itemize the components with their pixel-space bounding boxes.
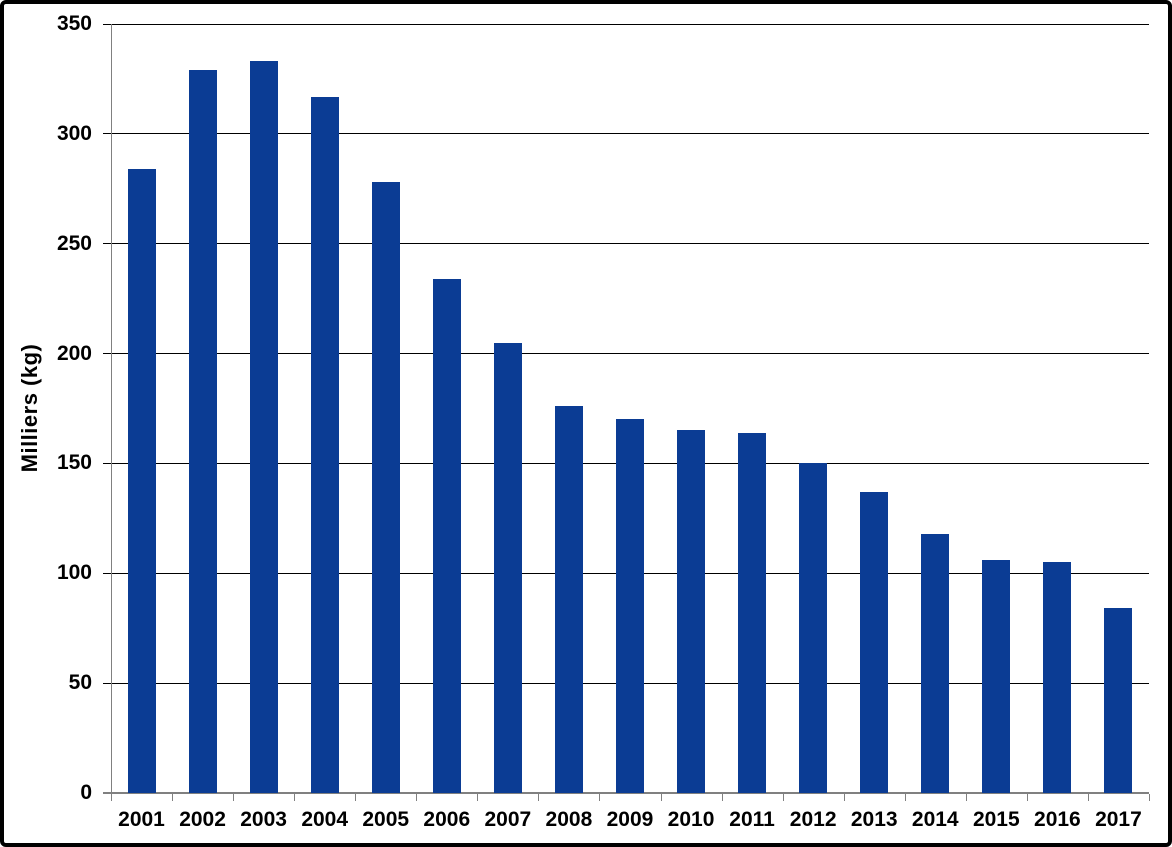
x-tick-label: 2012	[789, 808, 837, 831]
x-tick-mark	[782, 794, 784, 801]
bar-2014	[921, 533, 950, 793]
bar-2011	[738, 432, 767, 793]
x-tick-label: 2002	[179, 808, 226, 831]
x-tick-mark	[1026, 794, 1028, 801]
x-tick-mark	[294, 794, 296, 801]
bar-2016	[1043, 562, 1072, 793]
gridline-250	[103, 243, 1149, 245]
x-tick-mark	[172, 794, 174, 801]
x-tick-label: 2010	[667, 808, 715, 831]
x-tick-mark	[233, 794, 235, 801]
bar-2003	[249, 61, 278, 793]
x-tick-mark	[1149, 794, 1150, 801]
bar-2001	[127, 169, 156, 793]
y-tick-label: 50	[68, 671, 92, 695]
x-tick-mark	[599, 794, 601, 801]
gridline-300	[103, 133, 1149, 135]
bar-2012	[799, 463, 828, 793]
x-tick-mark	[721, 794, 723, 801]
y-tick-label: 300	[56, 121, 92, 145]
bar-2017	[1104, 608, 1133, 793]
x-tick-mark	[843, 794, 845, 801]
bar-2013	[860, 491, 889, 793]
x-tick-label: 2006	[423, 808, 471, 831]
x-tick-mark	[477, 794, 479, 801]
bars-layer	[4, 4, 1168, 843]
y-tick-label: 0	[80, 781, 92, 804]
x-tick-mark	[538, 794, 540, 801]
y-tick-label: 250	[56, 231, 92, 255]
x-tick-label: 2005	[362, 808, 410, 831]
y-axis-line	[111, 24, 112, 793]
x-tick-label: 2013	[850, 808, 898, 831]
bar-2005	[371, 182, 400, 793]
x-tick-label: 2017	[1095, 808, 1142, 831]
x-tick-label: 2016	[1034, 808, 1081, 831]
bar-2010	[677, 430, 706, 793]
y-tick-label: 200	[56, 341, 92, 365]
y-tick-label: 150	[56, 451, 92, 475]
y-tick-label: 350	[56, 12, 92, 35]
x-tick-label: 2009	[606, 808, 654, 831]
x-tick-mark	[111, 794, 112, 801]
bar-2015	[982, 560, 1011, 793]
bar-2007	[493, 342, 522, 793]
x-tick-label: 2001	[118, 808, 165, 831]
gridline-200	[103, 353, 1149, 355]
gridline-350	[103, 23, 1149, 25]
x-tick-mark	[1087, 794, 1089, 801]
x-tick-mark	[355, 794, 357, 801]
bar-2008	[554, 406, 583, 793]
x-tick-label: 2004	[301, 808, 349, 831]
axis-labels-layer: 0 50 100 150 200 250 300 350 2001 2002 2003 2004 200…	[4, 4, 1168, 843]
x-tick-label: 2008	[545, 808, 593, 831]
x-tick-mark	[904, 794, 906, 801]
bar-2006	[432, 278, 461, 793]
x-tick-label: 2003	[240, 808, 287, 831]
x-axis-line	[103, 792, 1149, 794]
x-tick-label: 2007	[484, 808, 532, 831]
x-tick-mark	[416, 794, 418, 801]
x-tick-label: 2014	[911, 808, 959, 831]
bar-2004	[310, 96, 339, 793]
x-tick-mark	[965, 794, 967, 801]
x-tick-label: 2011	[729, 808, 775, 831]
x-tick-mark	[660, 794, 662, 801]
x-tick-label: 2015	[972, 808, 1020, 831]
bar-2002	[188, 70, 217, 793]
bar-2009	[616, 419, 644, 793]
y-tick-label: 100	[56, 561, 92, 585]
